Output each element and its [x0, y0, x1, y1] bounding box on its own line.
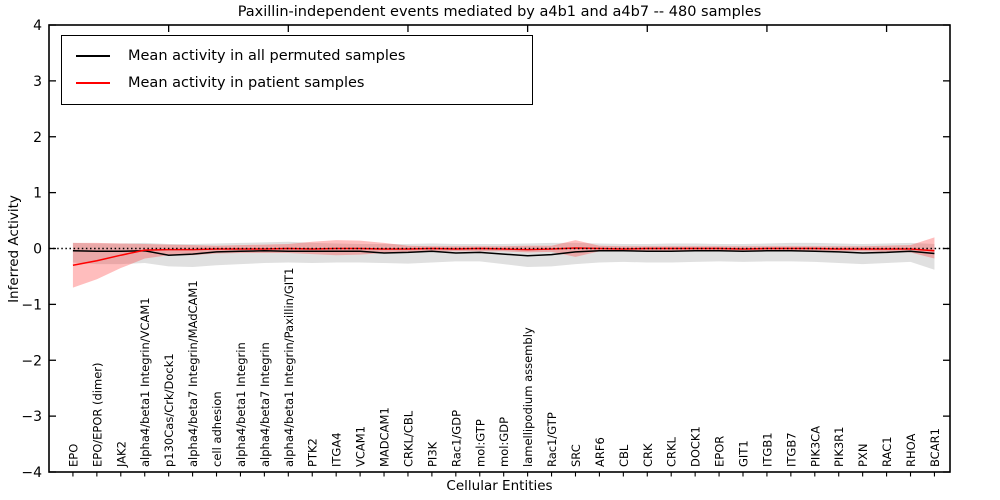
patient-line-swatch — [76, 81, 110, 84]
x-category-label: JAK2 — [114, 441, 128, 468]
patient-confidence-band — [72, 237, 935, 288]
x-category-label: Rac1/GTP — [545, 412, 559, 467]
x-category-label: EPOR — [713, 436, 727, 467]
x-category-label: mol:GTP — [473, 419, 487, 467]
confidence-bands — [72, 237, 935, 288]
series-lines — [72, 247, 935, 266]
x-category-label: GIT1 — [736, 440, 750, 467]
x-category-label: SRC — [569, 444, 583, 467]
patient-mean-line — [72, 247, 935, 266]
x-category-label: CRK — [641, 443, 655, 467]
x-category-label: PXN — [856, 444, 870, 467]
x-category-label: alpha4/beta7 Integrin/MAdCAM1 — [186, 280, 200, 467]
x-category-labels: EPO EPO/EPOR (dimer) JAK2 alpha4/beta1 Inte… — [66, 268, 942, 468]
x-category-label: alpha4/beta7 Integrin — [258, 342, 272, 467]
x-category-label: VCAM1 — [354, 426, 368, 467]
legend-box: Mean activity in all permuted samples Me… — [61, 35, 533, 105]
x-category-label: PTK2 — [306, 438, 320, 467]
x-category-label: CRKL/CBL — [401, 410, 415, 467]
y-tick-label: 3 — [33, 74, 42, 90]
x-category-label: ARF6 — [593, 437, 607, 467]
x-category-label: alpha4/beta1 Integrin — [234, 342, 248, 467]
x-category-label: BCAR1 — [928, 428, 942, 467]
x-axis-ticks — [72, 25, 935, 477]
legend-item-patient: Mean activity in patient samples — [72, 69, 522, 96]
y-tick-label: 0 — [33, 242, 42, 258]
x-category-label: RAC1 — [880, 436, 894, 467]
legend-label: Mean activity in all permuted samples — [128, 47, 406, 64]
y-tick-label: 1 — [33, 186, 42, 202]
x-category-label: ITGB7 — [784, 432, 798, 467]
x-category-label: DOCK1 — [689, 426, 703, 467]
y-axis-ticks: 4 3 2 1 0 −1 −2 −3 −4 — [21, 18, 950, 481]
y-tick-label: −2 — [21, 353, 42, 369]
y-tick-label: −4 — [21, 465, 42, 481]
x-category-label: MADCAM1 — [378, 407, 392, 467]
y-tick-label: 2 — [33, 130, 42, 146]
x-category-label: CBL — [617, 444, 631, 467]
y-axis-label: Inferred Activity — [6, 195, 22, 303]
x-category-label: alpha4/beta1 Integrin/Paxillin/GIT1 — [282, 268, 296, 467]
y-tick-label: 4 — [33, 18, 42, 34]
x-axis-label: Cellular Entities — [446, 478, 553, 494]
x-category-label: EPO/EPOR (dimer) — [90, 363, 104, 468]
x-category-label: PI3K — [425, 441, 439, 467]
x-category-label: EPO — [66, 444, 80, 467]
x-category-label: cell adhesion — [210, 391, 224, 467]
x-category-label: ITGA4 — [330, 432, 344, 467]
x-category-label: alpha4/beta1 Integrin/VCAM1 — [138, 297, 152, 467]
x-category-label: PIK3R1 — [832, 427, 846, 468]
legend-label: Mean activity in patient samples — [128, 74, 365, 91]
x-category-label: lamellipodium assembly — [521, 327, 535, 467]
x-category-label: CRKL — [665, 436, 679, 467]
x-category-label: p130Cas/Crk/Dock1 — [162, 353, 176, 467]
x-category-label: RHOA — [904, 434, 918, 467]
chart-title: Paxillin-independent events mediated by … — [237, 4, 762, 20]
y-tick-label: −3 — [21, 409, 42, 425]
y-tick-label: −1 — [21, 297, 42, 313]
x-category-label: PIK3CA — [808, 426, 822, 467]
permuted-mean-line — [72, 249, 935, 257]
x-category-label: Rac1/GDP — [449, 410, 463, 467]
x-category-label: ITGB1 — [760, 432, 774, 467]
permuted-line-swatch — [76, 54, 110, 57]
legend-item-permuted: Mean activity in all permuted samples — [72, 42, 522, 69]
x-category-label: mol:GDP — [497, 417, 511, 467]
